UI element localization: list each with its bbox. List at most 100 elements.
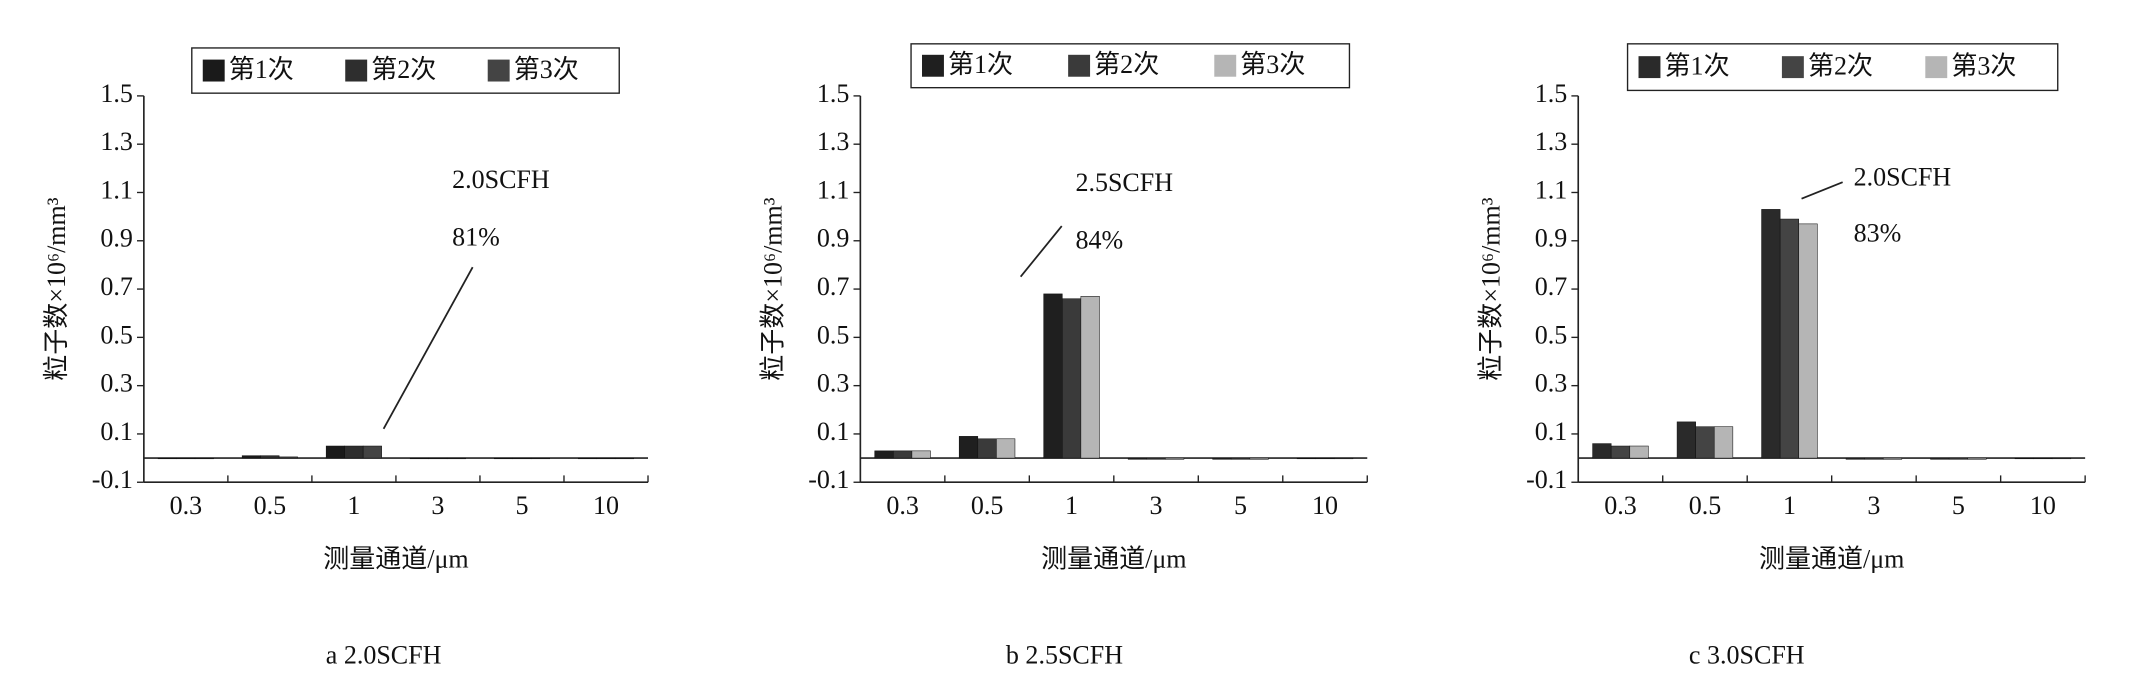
legend-label: 第2次: [1094, 50, 1159, 79]
caption: b 2.5SCFH: [1006, 641, 1123, 670]
legend-swatch: [1781, 56, 1804, 79]
legend-label: 第3次: [1240, 50, 1305, 79]
bar: [1165, 457, 1185, 460]
bar: [1296, 457, 1316, 460]
x-tick-label: 0.5: [254, 491, 287, 520]
legend-label: 第3次: [1951, 51, 2016, 80]
legend-label: 第2次: [1808, 51, 1873, 80]
bar: [577, 457, 598, 460]
annotation-line: [1801, 181, 1843, 200]
x-tick-label: 10: [2030, 491, 2056, 520]
y-tick-label: -0.1: [1526, 465, 1567, 494]
bar: [614, 457, 634, 460]
bar: [176, 457, 196, 460]
x-tick-label: 1: [1065, 491, 1078, 520]
bar: [1930, 457, 1950, 460]
y-tick-label: 1.3: [100, 127, 133, 156]
x-tick-label: 0.5: [971, 491, 1004, 520]
bar: [2014, 457, 2034, 460]
y-tick-label: 1.5: [817, 79, 850, 108]
y-tick-label: 1.3: [1535, 127, 1568, 156]
bar: [596, 457, 616, 460]
legend-swatch: [487, 59, 510, 82]
bar: [362, 445, 382, 459]
bar: [409, 457, 429, 460]
legend-swatch: [1925, 56, 1948, 79]
bar: [1146, 457, 1166, 460]
bar: [194, 457, 214, 460]
y-tick-label: -0.1: [808, 465, 849, 494]
bar: [977, 438, 997, 459]
x-tick-label: 0.3: [1604, 491, 1637, 520]
y-tick-label: 0.3: [1535, 369, 1568, 398]
bar: [893, 450, 913, 459]
bar: [874, 450, 894, 459]
legend-label: 第1次: [229, 55, 294, 84]
x-axis-label: 测量通道/μm: [1759, 545, 1904, 574]
bar: [1127, 457, 1148, 460]
x-tick-label: 0.3: [886, 491, 919, 520]
legend-swatch: [1068, 54, 1091, 77]
bar: [1864, 457, 1884, 460]
caption: a 2.0SCFH: [326, 641, 442, 670]
bar: [1882, 457, 1903, 460]
bar: [530, 457, 550, 460]
legend-swatch: [1638, 56, 1661, 79]
annotation: 84%: [1075, 225, 1123, 254]
x-tick-label: 10: [1312, 491, 1338, 520]
legend-swatch: [202, 59, 225, 82]
bar: [1967, 457, 1987, 460]
y-tick-label: 0.7: [1535, 272, 1568, 301]
x-tick-label: 0.3: [170, 491, 203, 520]
annotation: 81%: [452, 223, 500, 252]
legend-swatch: [1214, 54, 1237, 77]
bar: [1080, 296, 1100, 459]
y-tick-label: 0.1: [817, 417, 850, 446]
y-tick-label: 0.3: [100, 369, 133, 398]
y-tick-label: 0.1: [1535, 417, 1568, 446]
annotation: 2.0SCFH: [452, 165, 550, 194]
y-tick-label: 0.9: [817, 224, 850, 253]
bar: [2051, 457, 2072, 460]
bar: [1676, 421, 1696, 459]
annotation: 2.0SCFH: [1854, 162, 1952, 191]
x-tick-label: 10: [593, 491, 619, 520]
bar: [1713, 426, 1734, 459]
bar: [493, 457, 514, 460]
bar: [1695, 426, 1715, 459]
bar: [911, 450, 931, 459]
caption: c 3.0SCFH: [1689, 641, 1805, 670]
y-tick-label: 0.7: [817, 272, 850, 301]
y-tick-label: 1.1: [100, 175, 133, 204]
x-tick-label: 3: [1867, 491, 1880, 520]
legend-box: [1626, 43, 2059, 92]
x-axis-label: 测量通道/μm: [1041, 545, 1186, 574]
y-tick-label: 0.5: [817, 320, 850, 349]
bar: [2033, 457, 2053, 460]
legend-swatch: [345, 59, 368, 82]
x-tick-label: 3: [1150, 491, 1163, 520]
x-tick-label: 5: [515, 491, 528, 520]
y-tick-label: 0.9: [100, 224, 133, 253]
bar: [996, 438, 1016, 459]
bar: [1779, 218, 1800, 459]
bar: [1062, 298, 1082, 459]
y-tick-label: 0.5: [1535, 320, 1568, 349]
x-tick-label: 0.5: [1689, 491, 1722, 520]
legend-box: [191, 47, 620, 94]
bar: [1948, 457, 1968, 460]
bar: [1230, 457, 1251, 460]
bar: [1798, 223, 1818, 459]
bar: [1845, 457, 1865, 460]
bar: [1592, 443, 1612, 459]
bar: [1761, 209, 1781, 459]
bar: [446, 457, 466, 460]
y-tick-label: 0.5: [100, 320, 133, 349]
annotation-line: [1019, 225, 1063, 278]
bar: [958, 436, 979, 459]
y-tick-label: 1.5: [100, 79, 133, 108]
legend-label: 第1次: [1665, 51, 1730, 80]
x-tick-label: 5: [1234, 491, 1247, 520]
bar: [1043, 293, 1063, 459]
